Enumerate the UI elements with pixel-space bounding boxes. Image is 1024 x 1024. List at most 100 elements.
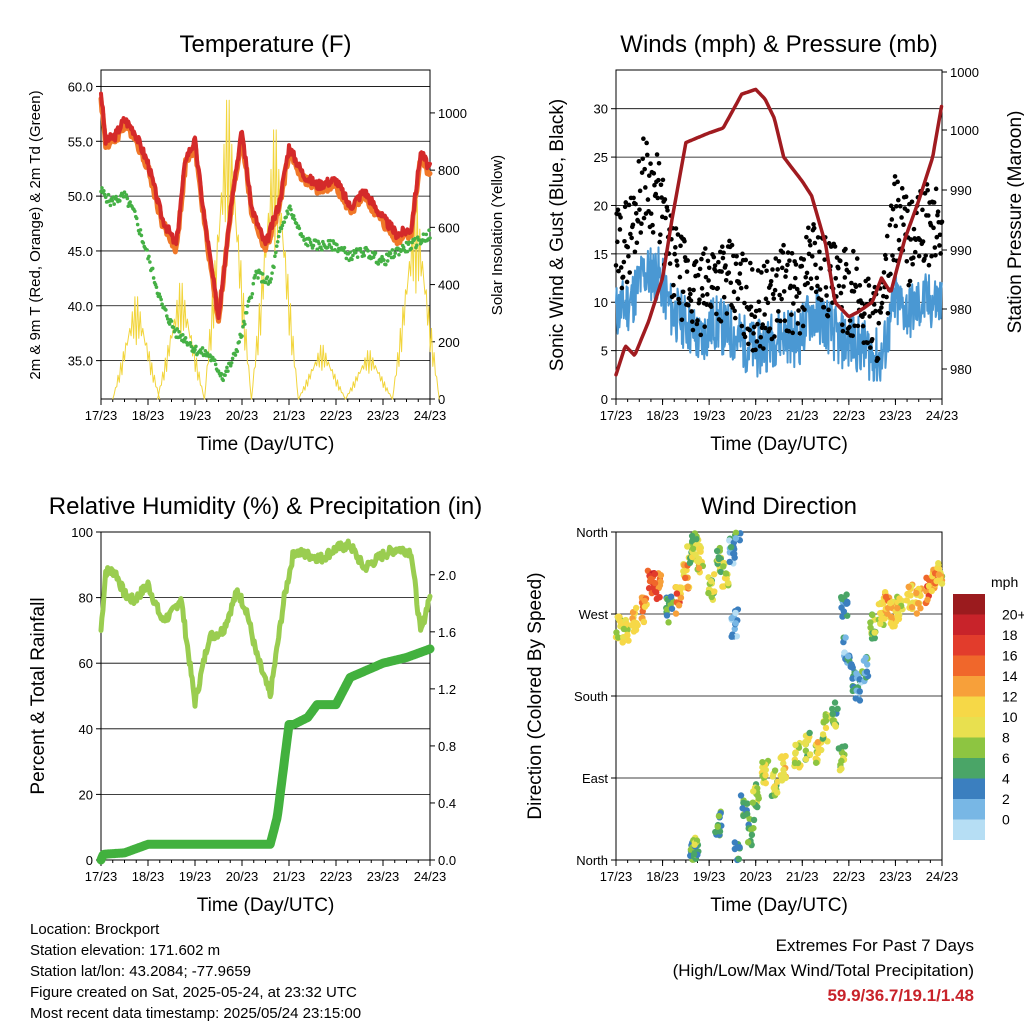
gust-point xyxy=(763,325,768,331)
direction-point xyxy=(877,620,884,627)
direction-point xyxy=(843,600,850,607)
dewpoint-point xyxy=(424,232,429,237)
gust-point xyxy=(736,281,742,286)
gust-point xyxy=(922,256,927,262)
gust-point xyxy=(695,272,701,278)
gust-point xyxy=(739,323,745,329)
gust-point xyxy=(776,258,782,264)
solar-insolation-peak xyxy=(392,199,440,400)
gust-point xyxy=(684,269,690,274)
y-tick-label: North xyxy=(576,525,608,540)
created-text: Figure created on Sat, 2025-05-24, at 23… xyxy=(30,984,357,1001)
direction-point xyxy=(653,589,660,596)
dewpoint-point xyxy=(110,198,115,203)
dewpoint-point xyxy=(294,221,299,226)
gust-point xyxy=(622,238,627,244)
dewpoint-point xyxy=(249,295,254,300)
direction-point xyxy=(714,823,721,830)
gust-point xyxy=(923,253,928,258)
gust-point xyxy=(888,203,894,209)
dewpoint-point xyxy=(362,253,367,258)
gust-point xyxy=(699,286,705,291)
gust-point xyxy=(743,257,749,263)
gust-point xyxy=(648,211,654,216)
y-tick-label: 40 xyxy=(79,722,93,737)
gust-point xyxy=(674,263,680,268)
gust-point xyxy=(697,297,702,302)
y2-tick-label: 1000 xyxy=(438,106,467,121)
gust-point xyxy=(933,186,939,192)
dewpoint-point xyxy=(159,297,163,302)
gust-point xyxy=(938,251,943,256)
direction-point xyxy=(731,554,738,561)
y2-tick-label: 980 xyxy=(950,362,972,377)
gust-point xyxy=(790,330,795,336)
legend-label: 16 xyxy=(1002,648,1018,664)
dewpoint-point xyxy=(333,248,337,252)
gust-point xyxy=(660,177,666,183)
y-tick-label: 20 xyxy=(594,198,608,213)
direction-point xyxy=(693,557,701,565)
direction-point xyxy=(840,608,848,615)
gust-point xyxy=(721,294,727,300)
dewpoint-point xyxy=(260,272,265,276)
gust-point xyxy=(791,301,796,306)
gust-point xyxy=(779,296,784,302)
y-tick-label: East xyxy=(582,771,608,786)
gust-point xyxy=(763,296,769,302)
gust-point xyxy=(796,308,801,313)
plot-frame xyxy=(100,69,431,400)
gust-point xyxy=(672,251,677,257)
direction-point xyxy=(835,745,843,752)
dewpoint-point xyxy=(292,217,297,222)
panel-2 xyxy=(615,69,943,405)
gust-point xyxy=(785,250,791,255)
gust-point xyxy=(618,265,624,270)
gust-point xyxy=(706,278,711,283)
dewpoint-point xyxy=(382,258,386,262)
pressure-line xyxy=(614,87,944,377)
x-tick-label: 18/23 xyxy=(646,869,679,884)
gust-point xyxy=(676,300,682,306)
gust-point xyxy=(643,185,648,190)
gust-point xyxy=(762,312,767,317)
legend-swatch xyxy=(953,696,985,717)
gust-point xyxy=(939,219,945,225)
direction-point xyxy=(831,699,839,706)
legend-label: 8 xyxy=(1002,730,1010,746)
gust-point xyxy=(624,279,630,285)
y-tick-label: 10 xyxy=(594,295,608,310)
gust-point xyxy=(894,204,899,209)
gust-point xyxy=(714,311,719,317)
dewpoint-point xyxy=(306,243,310,248)
dewpoint-point xyxy=(233,353,238,357)
gust-point xyxy=(851,248,856,254)
dewpoint-point xyxy=(164,308,168,312)
gust-point xyxy=(781,289,787,294)
chart-title: Temperature (F) xyxy=(179,31,351,58)
y2-tick-label: 990 xyxy=(950,243,972,258)
gust-point xyxy=(775,267,780,272)
gust-point xyxy=(622,204,628,210)
gust-point xyxy=(857,283,863,288)
y-tick-label: 80 xyxy=(79,591,93,606)
gust-point xyxy=(906,282,912,288)
gust-point xyxy=(797,331,803,336)
y2-tick-label: 1000 xyxy=(950,123,979,138)
gust-point xyxy=(836,265,841,271)
direction-point xyxy=(762,772,769,779)
x-tick-label: 23/23 xyxy=(367,869,400,884)
gust-point xyxy=(671,282,676,288)
direction-point xyxy=(678,584,685,591)
gust-point xyxy=(697,266,703,272)
gust-point xyxy=(896,237,902,243)
gust-point xyxy=(804,270,810,276)
direction-point xyxy=(749,799,757,806)
direction-point xyxy=(871,629,878,636)
gust-point xyxy=(632,249,638,255)
legend-swatch xyxy=(953,635,985,656)
gust-point xyxy=(616,268,621,274)
gust-point xyxy=(912,249,918,255)
direction-point xyxy=(838,757,845,765)
gust-point xyxy=(696,300,702,306)
